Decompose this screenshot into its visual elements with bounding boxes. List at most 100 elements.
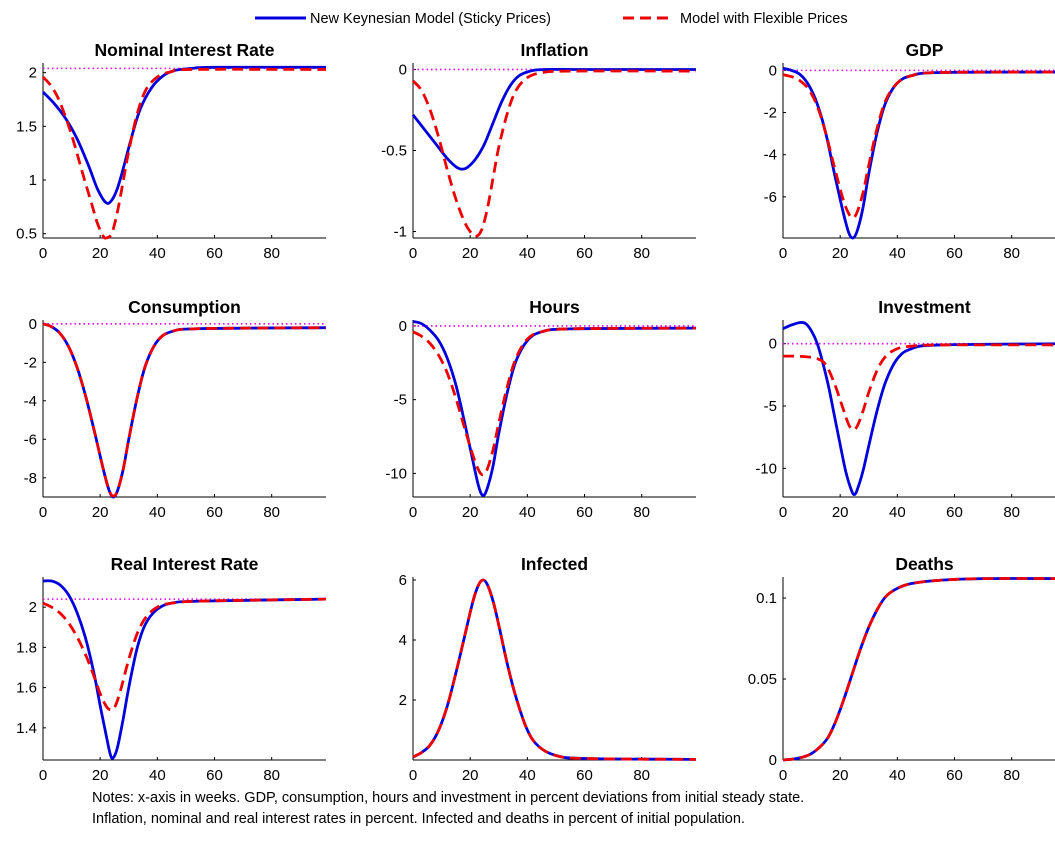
y-tick-label: -8: [24, 470, 37, 487]
panel-title: Deaths: [895, 554, 954, 574]
x-tick-label: 0: [779, 504, 787, 521]
x-tick-label: 20: [832, 767, 849, 784]
panel-title: Inflation: [520, 40, 588, 60]
notes: Notes: x-axis in weeks. GDP, consumption…: [92, 788, 804, 830]
y-tick-label: -5: [764, 398, 777, 415]
panel-title: Consumption: [128, 297, 241, 317]
y-tick-label: 0: [399, 61, 407, 78]
y-tick-label: 0: [29, 316, 37, 333]
x-tick-label: 60: [206, 245, 223, 262]
series-line-sticky: [412, 578, 697, 761]
series-group: [42, 65, 327, 240]
x-tick-label: 60: [946, 504, 963, 521]
y-tick-label: 1.4: [16, 720, 37, 737]
y-tick-label: 2: [29, 599, 37, 616]
x-tick-label: 80: [633, 504, 650, 521]
x-tick-label: 80: [263, 767, 280, 784]
y-tick-label: 1.5: [16, 118, 37, 135]
y-tick-label: 1: [29, 172, 37, 189]
x-tick-label: 40: [889, 245, 906, 262]
panel-consumption: Consumption 0 20 40 60 80 -8 -6 -4 -2 0: [24, 297, 327, 521]
x-tick-label: 40: [519, 767, 536, 784]
x-tick-label: 0: [779, 245, 787, 262]
y-tick-label: -10: [755, 460, 777, 477]
y-tick-label: 0.1: [756, 590, 777, 607]
x-tick-label: 60: [576, 504, 593, 521]
x-tick-label: 40: [149, 767, 166, 784]
series-group: [412, 67, 697, 238]
x-tick-label: 20: [92, 245, 109, 262]
y-tick-label: 0: [769, 62, 777, 79]
panel-title: Infected: [521, 554, 588, 574]
series-group: [42, 579, 327, 760]
y-tick-label: 0: [399, 318, 407, 335]
x-tick-label: 60: [576, 767, 593, 784]
y-tick-label: -0.5: [381, 143, 407, 160]
series-line-flex: [42, 597, 327, 712]
x-tick-label: 0: [409, 245, 417, 262]
series-line-sticky: [782, 66, 1055, 240]
notes-line-1: Notes: x-axis in weeks. GDP, consumption…: [92, 790, 805, 806]
y-tick-label: 2: [399, 692, 407, 709]
series-line-flex: [412, 69, 697, 238]
x-tick-label: 80: [1003, 504, 1020, 521]
series-line-flex: [782, 343, 1055, 432]
y-tick-label: 0.5: [16, 226, 37, 243]
y-tick-label: 0: [769, 336, 777, 353]
series-line-sticky: [412, 67, 696, 171]
x-tick-label: 0: [779, 767, 787, 784]
series-line-sticky: [782, 577, 1055, 762]
panel-title: Nominal Interest Rate: [95, 40, 275, 60]
x-tick-label: 80: [1003, 767, 1020, 784]
legend: New Keynesian Model (Sticky Prices) Model…: [255, 11, 848, 27]
series-group: [782, 66, 1055, 240]
x-tick-label: 20: [462, 504, 479, 521]
x-tick-label: 0: [39, 767, 47, 784]
y-tick-label: -6: [764, 189, 777, 206]
panel-title: Investment: [878, 297, 971, 317]
x-tick-label: 60: [206, 767, 223, 784]
panel-investment: Investment 0 20 40 60 80 -10 -5 0: [755, 297, 1055, 521]
x-tick-label: 20: [92, 767, 109, 784]
series-group: [42, 322, 327, 499]
series-group: [782, 577, 1055, 762]
y-tick-label: -1: [394, 224, 407, 241]
y-tick-label: 1.8: [16, 639, 37, 656]
notes-line-2: Inflation, nominal and real interest rat…: [92, 811, 745, 827]
series-line-flex: [412, 326, 697, 477]
panel-hours: Hours 0 20 40 60 80 -10 -5 0: [385, 297, 697, 521]
y-tick-label: 2: [29, 65, 37, 82]
series-line-sticky: [412, 320, 697, 497]
panel-gdp: GDP 0 20 40 60 80 -6 -4 -2 0: [764, 40, 1055, 262]
series-line-flex: [42, 322, 327, 498]
x-tick-label: 80: [633, 245, 650, 262]
x-tick-label: 40: [149, 504, 166, 521]
panel-title: GDP: [906, 40, 944, 60]
y-tick-label: -2: [764, 105, 777, 122]
x-tick-label: 0: [409, 504, 417, 521]
panel-nominal-interest-rate: Nominal Interest Rate 0 20 40 60 80 0.5 1 1.5 2: [16, 40, 327, 262]
panel-deaths: Deaths 0 20 40 60 80 0 0.05 0.1: [748, 554, 1055, 784]
series-line-flex: [782, 577, 1055, 762]
x-tick-label: 60: [946, 767, 963, 784]
x-tick-label: 60: [946, 245, 963, 262]
panel-inflation: Inflation 0 20 40 60 80 -1 -0.5 0: [381, 40, 697, 262]
y-tick-label: 4: [399, 632, 407, 649]
x-tick-label: 20: [832, 245, 849, 262]
legend-entry-sticky: New Keynesian Model (Sticky Prices): [255, 11, 551, 27]
y-tick-label: 1.6: [16, 680, 37, 697]
legend-label: Model with Flexible Prices: [680, 11, 848, 27]
x-tick-label: 20: [462, 245, 479, 262]
x-tick-label: 60: [206, 504, 223, 521]
x-tick-label: 60: [576, 245, 593, 262]
y-tick-label: 6: [399, 572, 407, 589]
series-line-sticky: [42, 579, 327, 760]
y-tick-label: -2: [24, 354, 37, 371]
x-tick-label: 0: [39, 245, 47, 262]
x-tick-label: 80: [633, 767, 650, 784]
series-line-sticky: [42, 65, 327, 205]
y-tick-label: -4: [24, 393, 37, 410]
